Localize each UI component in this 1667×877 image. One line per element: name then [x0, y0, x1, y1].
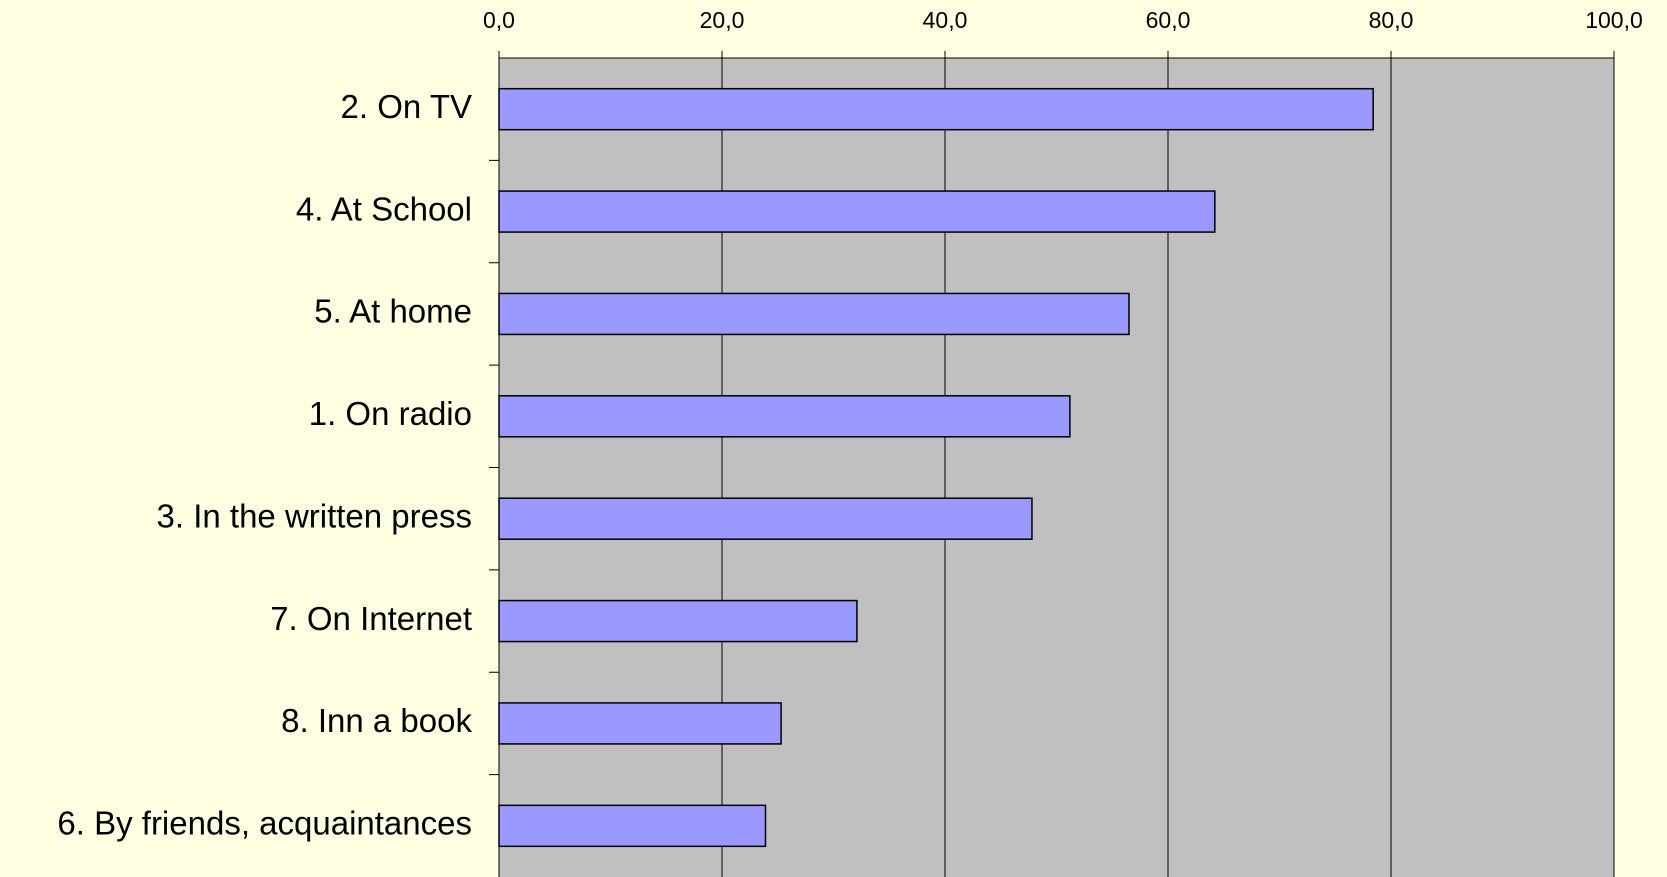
plot-area — [499, 58, 1614, 877]
y-tick-label: 1. On radio — [309, 395, 472, 432]
x-tick-label: 20,0 — [700, 7, 745, 33]
y-tick-label: 4. At School — [296, 190, 472, 227]
x-tick-label: 100,0 — [1585, 7, 1643, 33]
bar — [498, 292, 1130, 336]
bar — [498, 599, 858, 643]
y-tick-label: 2. On TV — [341, 88, 472, 125]
bar — [498, 804, 767, 848]
x-tick-label: 0,0 — [483, 7, 515, 33]
y-tick-label: 3. In the written press — [157, 497, 472, 534]
y-tick-label: 5. At home — [314, 293, 472, 330]
bar — [498, 497, 1033, 540]
x-tick-label: 80,0 — [1369, 7, 1414, 33]
x-tick-label: 40,0 — [923, 7, 968, 33]
x-tick-label: 60,0 — [1146, 7, 1191, 33]
y-tick-label: 8. Inn a book — [281, 702, 472, 739]
y-tick-label: 7. On Internet — [270, 600, 472, 637]
bar — [498, 190, 1216, 233]
bar — [498, 395, 1071, 438]
y-tick-label: 6. By friends, acquaintances — [57, 805, 472, 842]
bar — [498, 87, 1374, 131]
bar — [498, 702, 782, 745]
